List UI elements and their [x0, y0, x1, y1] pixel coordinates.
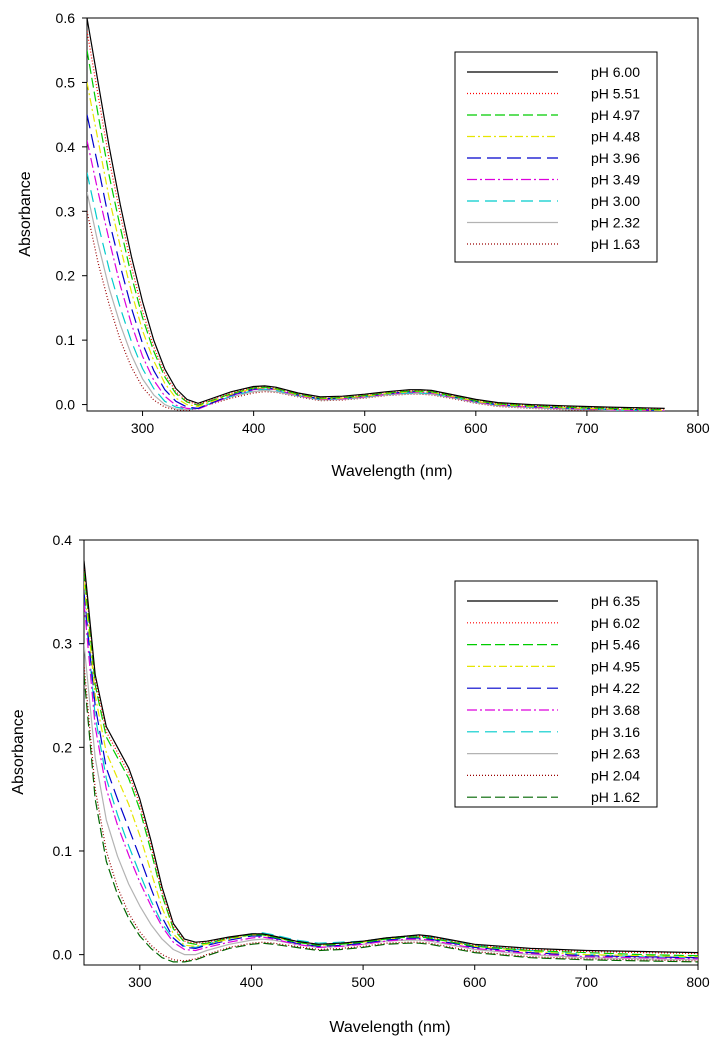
legend: pH 6.00 pH 5.51 pH 4.97 pH 4.48 pH 3.96 pH 3.… — [454, 51, 658, 263]
axes: 300 400 500 600 700 800 0.0 0.1 0.2 0.3 0.4 0.5 0.6 — [56, 10, 710, 436]
legend-label: pH 3.00 — [591, 193, 640, 209]
x-tick-label: 800 — [686, 420, 710, 436]
legend-label: pH 3.49 — [591, 172, 640, 188]
x-tick-label: 400 — [240, 974, 264, 990]
legend-label: pH 1.62 — [591, 789, 640, 805]
legend-label: pH 3.96 — [591, 150, 640, 166]
x-tick-label: 800 — [686, 974, 710, 990]
x-tick-label: 300 — [131, 420, 155, 436]
y-tick-label: 0.3 — [56, 203, 76, 219]
x-tick-label: 600 — [463, 974, 487, 990]
chart-top: 300 400 500 600 700 8000.00.10.20.30.40.50.6 … — [17, 10, 710, 480]
series-layer — [87, 18, 665, 411]
y-tick-label: 0.3 — [53, 636, 73, 652]
y-tick-label: 0.6 — [56, 10, 76, 26]
legend-label: pH 4.48 — [591, 129, 640, 145]
y-tick-label: 0.4 — [53, 532, 73, 548]
series-line-ph-2_63 — [84, 643, 698, 961]
series-line-ph-4_22 — [84, 591, 698, 959]
y-tick-label: 0.2 — [53, 739, 73, 755]
x-tick-label: 500 — [351, 974, 375, 990]
series-line-ph-6_00 — [87, 18, 665, 409]
y-tick-label: 0.2 — [56, 268, 76, 284]
y-tick-label: 0.5 — [56, 74, 76, 90]
plot-frame — [83, 539, 699, 966]
series-line-ph-2_32 — [87, 191, 665, 411]
y-axis-title: Absorbance — [17, 171, 34, 256]
x-tick-label: 700 — [575, 974, 599, 990]
series-line-ph-2_04 — [84, 664, 698, 962]
legend-label: pH 6.02 — [591, 615, 640, 631]
x-tick-label: 400 — [242, 420, 266, 436]
x-tick-label: 500 — [353, 420, 377, 436]
chart-bottom: 300 400 500 600 700 800 0.0 0.1 0.2 0.3 0.4 Wavele… — [10, 532, 710, 1036]
legend-label: pH 6.00 — [591, 64, 640, 80]
y-axis-title: Absorbance — [10, 709, 27, 794]
x-axis-title: Wavelength (nm) — [329, 1019, 450, 1036]
plot-frame — [86, 17, 699, 412]
y-tick-label: 0.0 — [56, 397, 76, 413]
series-line-ph-5_46 — [84, 571, 698, 957]
legend-label: pH 2.32 — [591, 215, 640, 231]
x-tick-label: 700 — [575, 420, 599, 436]
y-tick-label: 0.0 — [53, 947, 73, 963]
x-tick-label: 300 — [128, 974, 152, 990]
series-layer — [84, 560, 698, 963]
legend: pH 6.35 pH 6.02 pH 5.46 pH 4.95 pH 4.22 pH 3.… — [454, 580, 658, 808]
y-tick-label: 0.4 — [56, 139, 76, 155]
series-line-ph-1_62 — [84, 674, 698, 963]
y-tick-label: 0.1 — [56, 332, 76, 348]
legend-box — [454, 580, 658, 808]
series-line-ph-3_16 — [84, 596, 698, 959]
legend-label: pH 4.95 — [591, 658, 640, 674]
legend-label: pH 2.04 — [591, 767, 640, 783]
series-line-ph-3_96 — [87, 114, 665, 411]
legend-label: pH 4.22 — [591, 680, 640, 696]
legend-label: pH 5.46 — [591, 637, 640, 653]
x-axis-title: Wavelength (nm) — [331, 463, 452, 480]
axes: 300 400 500 600 700 800 0.0 0.1 0.2 0.3 0.4 — [53, 532, 710, 990]
legend-label: pH 3.68 — [591, 702, 640, 718]
legend-label: pH 5.51 — [591, 86, 640, 102]
legend-label: pH 1.63 — [591, 236, 640, 252]
legend-label: pH 6.35 — [591, 593, 640, 609]
legend-label: pH 3.16 — [591, 724, 640, 740]
series-line-ph-3_68 — [84, 602, 698, 960]
legend-label: pH 2.63 — [591, 746, 640, 762]
series-line-ph-6_35 — [84, 560, 698, 954]
y-tick-label: 0.1 — [53, 843, 73, 859]
x-tick-label: 600 — [464, 420, 488, 436]
legend-label: pH 4.97 — [591, 107, 640, 123]
series-line-ph-4_97 — [87, 50, 665, 411]
legend-box — [454, 51, 658, 263]
